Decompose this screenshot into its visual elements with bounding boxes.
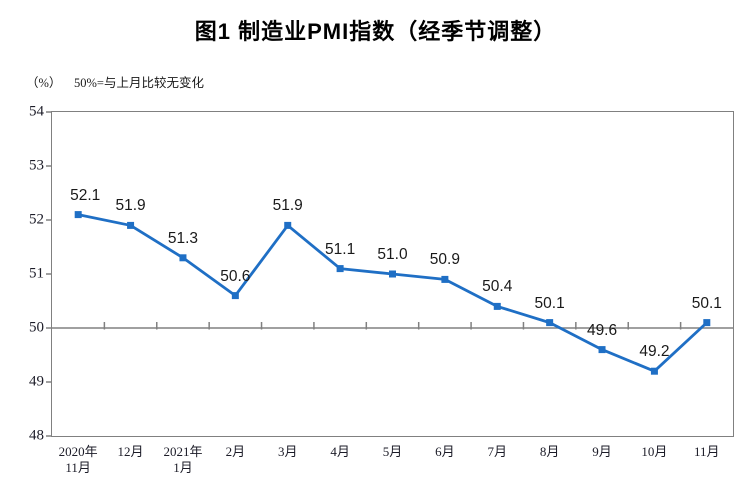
y-axis-label: 48: [29, 427, 44, 444]
data-point-marker: [441, 275, 449, 283]
data-point-marker: [598, 346, 606, 354]
data-point-label: 51.1: [325, 240, 356, 258]
y-axis-label: 50: [29, 319, 44, 336]
data-point-label: 50.1: [534, 294, 565, 312]
x-axis-label: 4月: [330, 444, 350, 459]
data-point-marker: [650, 367, 658, 375]
data-point-label: 50.1: [691, 294, 722, 312]
data-point-marker: [493, 302, 501, 310]
data-point-marker: [703, 319, 711, 327]
x-axis-label: 2021年 1月: [163, 444, 203, 475]
x-axis-label: 10月: [641, 444, 668, 459]
chart-title: 图1 制造业PMI指数（经季节调整）: [194, 19, 557, 44]
data-point-marker: [336, 265, 344, 273]
x-axis-label: 12月: [117, 444, 144, 459]
data-point-label: 52.1: [70, 186, 101, 204]
reference-line-note: 50%=与上月比较无变化: [74, 76, 204, 90]
data-point-marker: [231, 292, 239, 300]
data-point-marker: [389, 270, 396, 278]
data-point-marker: [284, 221, 292, 229]
y-axis-label: 53: [29, 157, 44, 174]
x-axis-label: 6月: [435, 444, 455, 459]
x-axis-label: 11月: [694, 444, 720, 459]
x-axis-label: 9月: [592, 444, 612, 459]
data-point-label: 51.9: [272, 197, 303, 215]
x-axis-label: 2020年 11月: [58, 444, 98, 475]
data-point-label: 50.6: [220, 267, 251, 285]
data-point-marker: [179, 254, 187, 262]
x-axis-label: 3月: [277, 444, 298, 459]
data-point-marker: [546, 319, 554, 327]
x-axis-label: 2月: [225, 444, 246, 459]
y-axis-label: 51: [29, 265, 44, 282]
data-point-label: 50.4: [482, 278, 513, 296]
x-axis-label: 8月: [539, 444, 560, 459]
data-point-label: 49.2: [639, 343, 670, 361]
data-point-label: 51.9: [115, 197, 146, 215]
data-point-marker: [127, 221, 135, 229]
data-point-marker: [74, 211, 82, 219]
y-axis-label: 49: [29, 373, 44, 390]
data-point-label: 49.6: [586, 321, 618, 339]
x-axis-label: 5月: [382, 444, 403, 459]
y-axis-label: 52: [29, 211, 44, 228]
data-point-label: 51.0: [377, 246, 408, 263]
data-point-label: 50.9: [429, 251, 460, 269]
y-axis-unit-label: （%）: [26, 76, 62, 90]
x-axis-label: 7月: [487, 444, 508, 459]
data-point-label: 51.3: [167, 229, 199, 247]
y-axis-label: 54: [29, 103, 44, 120]
